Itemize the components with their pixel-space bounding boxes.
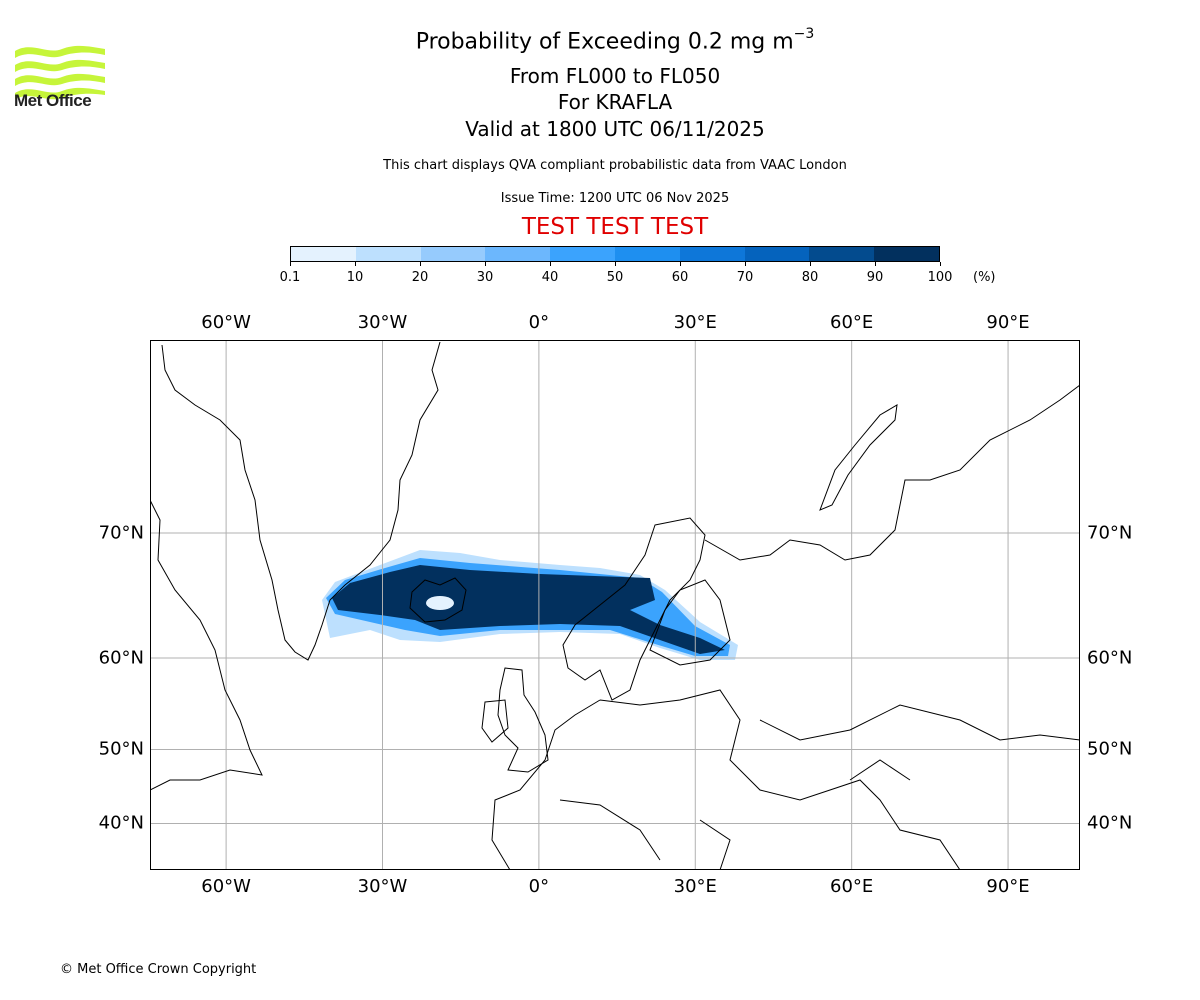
map-frame xyxy=(150,340,1080,870)
axis-tick-label: 40°N xyxy=(1087,812,1133,834)
axis-tick-label: 60°N xyxy=(98,647,144,669)
axis-tick-label: 70°N xyxy=(98,522,144,544)
greenland-coast xyxy=(161,341,441,661)
colorbar-tick-label: 30 xyxy=(476,270,494,285)
axis-tick-label: 30°W xyxy=(357,876,408,897)
valid-time: Valid at 1800 UTC 06/11/2025 xyxy=(465,117,765,141)
axis-tick-label: 50°N xyxy=(98,738,144,760)
axis-tick-label: 40°N xyxy=(98,812,144,834)
colorbar-tick-label: 90 xyxy=(866,270,884,285)
asia-coast xyxy=(759,704,1080,781)
axis-tick-label: 30°E xyxy=(673,312,717,333)
colorbar-bin xyxy=(679,247,745,261)
colorbar xyxy=(290,246,940,262)
colorbar-tick-label: 0.1 xyxy=(279,270,301,285)
map xyxy=(150,340,1080,870)
gridlines xyxy=(150,340,1080,870)
colorbar-bin xyxy=(420,247,486,261)
axis-tick-label: 60°E xyxy=(830,312,874,333)
chart-title: Probability of Exceeding 0.2 mg m−3 xyxy=(415,26,815,55)
colorbar-tick-label: 40 xyxy=(541,270,559,285)
plume-low-area xyxy=(426,596,454,610)
colorbar-unit: (%) xyxy=(973,270,996,285)
colorbar-tick xyxy=(550,262,551,266)
finland-coast xyxy=(649,579,731,666)
novaya-zemlya-coast xyxy=(819,404,898,511)
axis-tick-label: 30°W xyxy=(357,312,408,333)
colorbar-tick-label: 60 xyxy=(671,270,689,285)
colorbar-tick-label: 50 xyxy=(606,270,624,285)
axis-tick-label: 30°E xyxy=(673,876,717,897)
volcano-name: For KRAFLA xyxy=(557,90,673,114)
colorbar-bin xyxy=(874,247,939,261)
axis-tick-label: 90°E xyxy=(986,312,1030,333)
axis-tick-label: 60°W xyxy=(201,876,251,897)
issue-time: Issue Time: 1200 UTC 06 Nov 2025 xyxy=(500,191,730,206)
colorbar-tick xyxy=(875,262,876,266)
colorbar-bin xyxy=(550,247,615,261)
colorbar-tick xyxy=(290,262,291,266)
colorbar-tick-label: 10 xyxy=(346,270,364,285)
colorbar-tick xyxy=(810,262,811,266)
colorbar-tick-label: 70 xyxy=(736,270,754,285)
colorbar-tick xyxy=(420,262,421,266)
axis-tick-label: 90°E xyxy=(986,876,1030,897)
colorbar-bin xyxy=(291,247,356,261)
iceland-coast xyxy=(409,577,467,623)
logo-text: Met Office xyxy=(14,91,92,110)
plume-core xyxy=(332,565,725,654)
axis-tick-label: 50°N xyxy=(1087,738,1133,760)
copyright: © Met Office Crown Copyright xyxy=(60,962,257,977)
colorbar-tick-label: 80 xyxy=(801,270,819,285)
colorbar-bin xyxy=(744,247,810,261)
colorbar-bin xyxy=(355,247,421,261)
colorbar-tick-label: 20 xyxy=(411,270,429,285)
russia-arctic-coast xyxy=(704,384,1080,561)
ash-plume xyxy=(322,550,738,660)
colorbar-tick xyxy=(615,262,616,266)
colorbar-tick xyxy=(745,262,746,266)
met-office-logo-icon xyxy=(15,45,105,100)
axis-tick-label: 0° xyxy=(528,312,550,333)
coastlines xyxy=(150,341,1080,870)
description: This chart displays QVA compliant probab… xyxy=(383,158,847,173)
flight-levels: From FL000 to FL050 xyxy=(509,64,721,88)
test-banner: TEST TEST TEST xyxy=(521,214,709,240)
europe-coast xyxy=(491,689,961,870)
great-britain-coast xyxy=(497,667,549,773)
colorbar-tick xyxy=(485,262,486,266)
axis-tick-label: 70°N xyxy=(1087,522,1133,544)
colorbar-bin xyxy=(614,247,680,261)
canada-coast xyxy=(150,499,263,791)
scandinavia-coast xyxy=(562,517,706,701)
colorbar-tick xyxy=(355,262,356,266)
axis-tick-label: 60°N xyxy=(1087,647,1133,669)
colorbar-tick-label: 100 xyxy=(927,270,953,285)
colorbar-tick xyxy=(940,262,941,266)
axis-tick-label: 0° xyxy=(528,876,550,897)
axis-tick-label: 60°W xyxy=(201,312,251,333)
axis-tick-label: 60°E xyxy=(830,876,874,897)
colorbar-bin xyxy=(809,247,875,261)
colorbar-tick xyxy=(680,262,681,266)
ireland-coast xyxy=(481,699,509,743)
colorbar-bin xyxy=(485,247,551,261)
